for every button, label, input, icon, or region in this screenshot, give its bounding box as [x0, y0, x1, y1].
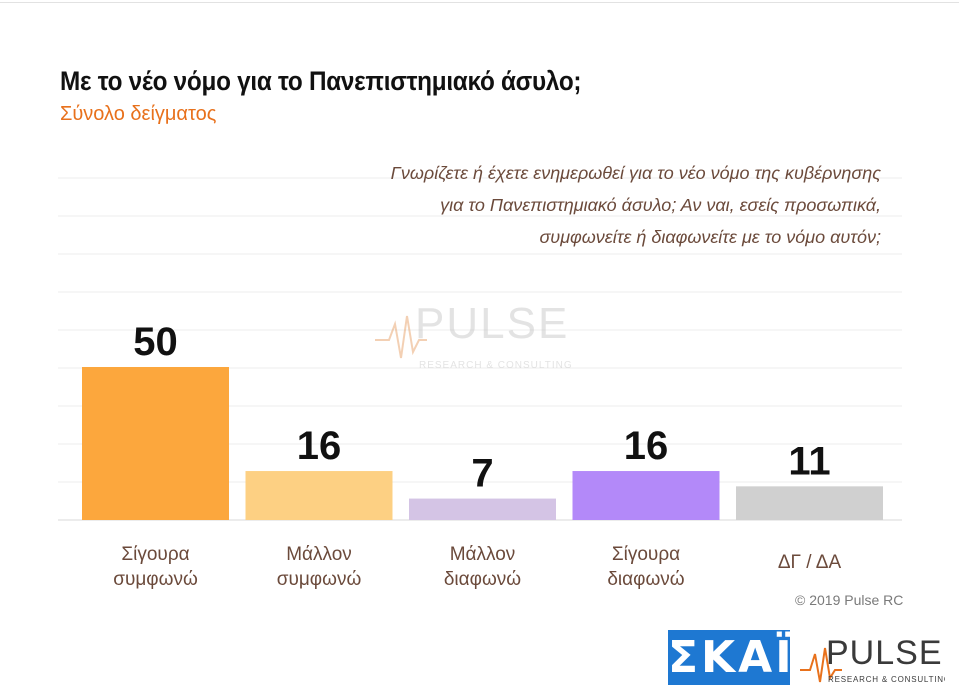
- chart-title: Με το νέο νόμο για το Πανεπιστημιακό άσυ…: [60, 66, 582, 96]
- watermark-tagline: RESEARCH & CONSULTING: [419, 360, 573, 371]
- watermark-brand-text: PULSE: [415, 299, 569, 348]
- question-line-2: για το Πανεπιστημιακό άσυλο; Αν ναι, εσε…: [440, 195, 881, 215]
- copyright-notice: © 2019 Pulse RC: [795, 592, 904, 608]
- pulse-watermark: PULSE RESEARCH & CONSULTING: [375, 299, 573, 371]
- data-label: 16: [297, 424, 342, 468]
- bar: [245, 471, 393, 520]
- top-rule: [0, 2, 959, 3]
- bar: [736, 486, 883, 520]
- data-label: 11: [788, 439, 830, 483]
- category-label: συμφωνώ: [113, 569, 198, 590]
- question-line-1: Γνωρίζετε ή έχετε ενημερωθεί για το νέο …: [390, 163, 881, 183]
- category-label: συμφωνώ: [277, 569, 362, 590]
- pulse-logo-wave-icon: [800, 647, 842, 683]
- category-label: Μάλλον: [450, 544, 516, 565]
- pulse-logo: PULSE RESEARCH & CONSULTING: [800, 634, 945, 684]
- category-label: ΔΓ / ΔΑ: [778, 552, 842, 573]
- pulse-logo-tagline: RESEARCH & CONSULTING: [828, 675, 945, 684]
- data-label: 7: [471, 452, 493, 496]
- bar: [572, 471, 720, 520]
- bar: [409, 498, 556, 520]
- category-label: διαφωνώ: [607, 569, 684, 590]
- category-label: Σίγουρα: [121, 544, 189, 565]
- survey-question: Γνωρίζετε ή έχετε ενημερωθεί για το νέο …: [281, 157, 881, 253]
- question-line-3: συμφωνείτε ή διαφωνείτε με το νόμο αυτόν…: [539, 227, 881, 247]
- category-label: Σίγουρα: [612, 544, 680, 565]
- pulse-wave-icon: [375, 315, 427, 359]
- skai-logo: ΣΚΑΪ: [668, 630, 795, 685]
- category-label: Μάλλον: [286, 544, 352, 565]
- bars: [82, 367, 883, 520]
- chart-subtitle: Σύνολο δείγματος: [60, 103, 217, 125]
- category-label: διαφωνώ: [444, 569, 521, 590]
- data-label: 16: [624, 424, 669, 468]
- data-label: 50: [133, 320, 178, 364]
- value-labels: 50 16 7 16 11: [133, 320, 830, 496]
- category-labels: Σίγουρα συμφωνώ Μάλλον συμφωνώ Μάλλον διαφωνώ…: [113, 544, 841, 590]
- pulse-logo-text: PULSE: [826, 634, 943, 672]
- bar: [82, 367, 229, 520]
